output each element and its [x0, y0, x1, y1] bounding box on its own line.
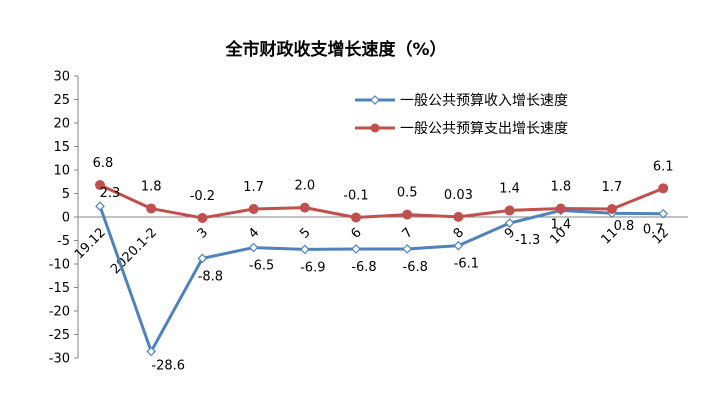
y-tick-label: 30 [53, 70, 70, 85]
y-tick-label: 10 [53, 164, 70, 179]
series-2-point [504, 205, 515, 216]
data-label-series-2: 0.03 [444, 188, 473, 203]
data-label-series-2: 1.7 [243, 180, 264, 195]
data-label-series-1: 1.4 [550, 217, 571, 232]
x-tick-label: 3 [195, 225, 211, 241]
series-2-point [248, 204, 259, 215]
series-1-point [248, 242, 259, 253]
series-line-1 [98, 205, 664, 353]
series-2-point [197, 212, 208, 223]
chart-title: 全市财政收支增长速度（%） [224, 39, 446, 60]
x-tick-label: 6 [348, 225, 364, 241]
data-label-series-1: -6.5 [249, 259, 274, 274]
y-tick-label: 0 [62, 211, 70, 226]
series-2-point [95, 180, 105, 191]
series-2-point [299, 202, 310, 213]
legend-marker-2 [370, 123, 380, 133]
data-label-series-2: 1.8 [550, 180, 571, 195]
data-label-series-1: 2.3 [100, 186, 121, 201]
data-label-series-2: 6.8 [93, 156, 114, 171]
series-1-point [504, 218, 515, 228]
x-tick-label: 7 [400, 225, 416, 241]
data-label-series-2: -0.2 [190, 189, 215, 204]
data-labels: 2.3 -28.6 -8.8 -6.5 -6.9 -6.8 -6.8 -6.1 -1.3 1.4 0… [93, 156, 674, 373]
series-2-point [351, 212, 361, 223]
y-tick-label: 15 [53, 140, 70, 155]
y-tick-label: 5 [62, 187, 70, 202]
data-label-series-2: 2.0 [294, 179, 315, 194]
data-label-series-1: -8.8 [198, 269, 223, 284]
y-tick-label: -10 [49, 258, 70, 273]
series-line-2 [99, 183, 664, 220]
data-label-series-2: 6.1 [653, 159, 674, 174]
series-2-point [555, 203, 566, 214]
series-1-point [197, 253, 208, 264]
x-tick-label: 19.12 [72, 225, 109, 262]
data-label-series-1: 0.8 [614, 219, 635, 234]
series-2-point [146, 203, 157, 214]
data-label-series-1: -6.1 [454, 257, 479, 272]
series-1-point [351, 244, 361, 254]
series-1-point [658, 208, 669, 219]
data-label-series-1: -6.8 [351, 260, 376, 275]
series-1-point [299, 244, 310, 255]
series-2-point [658, 183, 669, 194]
legend-label-1: 一般公共预算收入增长速度 [400, 93, 568, 109]
x-tick-label: 8 [451, 225, 467, 241]
x-tick-label: 5 [297, 225, 313, 241]
series-2-point [402, 209, 413, 220]
data-label-series-1: 0.7 [643, 223, 664, 238]
data-label-series-1: -6.9 [300, 260, 325, 275]
y-tick-label: -30 [49, 352, 70, 367]
y-tick-label: -5 [57, 234, 70, 249]
series-1-point [453, 240, 464, 251]
series-1-point [146, 346, 157, 357]
data-label-series-1: -6.8 [403, 260, 428, 275]
series-1-point [95, 201, 105, 212]
data-label-series-2: 1.7 [602, 180, 623, 195]
data-label-series-2: -0.1 [343, 188, 368, 203]
data-label-series-1: -1.3 [515, 233, 540, 248]
data-label-series-1: -28.6 [151, 358, 185, 373]
y-tick-label: -15 [49, 281, 70, 296]
x-tick-label: 4 [246, 225, 262, 241]
series-1-point [402, 244, 413, 254]
series-layer [95, 180, 669, 357]
y-tick-label: -25 [49, 328, 70, 343]
legend-label-2: 一般公共预算支出增长速度 [400, 121, 568, 137]
data-label-series-2: 1.8 [141, 180, 162, 195]
legend-marker-1 [370, 95, 380, 105]
series-2-point [453, 211, 464, 222]
y-tick-label: 25 [53, 93, 70, 108]
y-tick-label: 20 [53, 117, 70, 132]
data-label-series-2: 0.5 [397, 186, 418, 201]
data-label-series-2: 1.4 [499, 181, 520, 196]
series-2-point [607, 204, 617, 215]
y-tick-label: -20 [49, 305, 70, 320]
